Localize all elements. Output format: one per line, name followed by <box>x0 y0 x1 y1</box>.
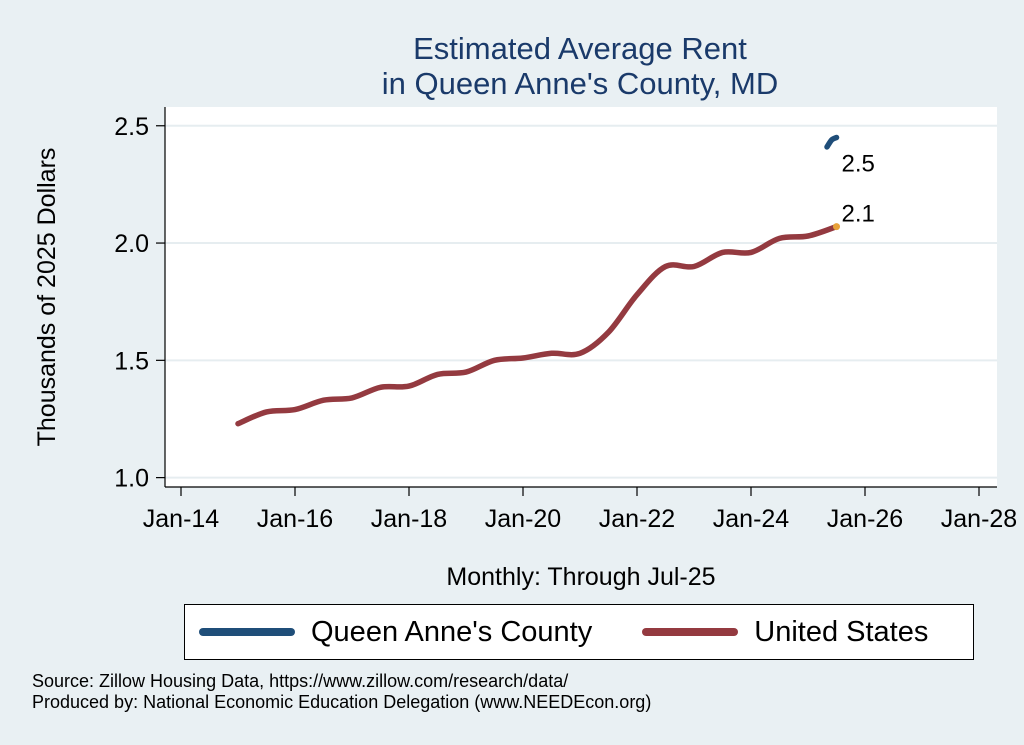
chart: Estimated Average Rent in Queen Anne's C… <box>33 31 1017 591</box>
plot-area <box>165 107 997 487</box>
x-tick-label: Jan-16 <box>257 505 333 533</box>
x-tick-label: Jan-18 <box>371 505 447 533</box>
chart-title-line-2: in Queen Anne's County, MD <box>382 66 779 101</box>
y-tick-label: 1.5 <box>114 347 149 375</box>
gridlines <box>165 124 997 479</box>
y-tick-label: 2.0 <box>114 230 149 258</box>
y-axis-label: Thousands of 2025 Dollars <box>33 148 61 447</box>
legend-label-united-states: United States <box>754 615 929 648</box>
source-line: Source: Zillow Housing Data, https://www… <box>32 671 569 691</box>
x-tick-label: Jan-22 <box>599 505 675 533</box>
end-label-united-states: 2.1 <box>842 201 875 228</box>
end-label-queen-annes: 2.5 <box>842 150 875 177</box>
series-line-united-states <box>235 223 840 427</box>
legend-swatch-queen-annes <box>199 628 295 636</box>
x-tick-label: Jan-20 <box>485 505 561 533</box>
x-axis-label: Monthly: Through Jul-25 <box>446 563 715 591</box>
legend: Queen Anne's County United States <box>184 604 974 660</box>
x-tick-label: Jan-24 <box>713 505 790 533</box>
x-tick-label: Jan-14 <box>143 505 220 533</box>
y-tick-label: 2.5 <box>114 113 149 141</box>
chart-title-line-1: Estimated Average Rent <box>413 31 747 66</box>
x-tick-label: Jan-28 <box>941 505 1017 533</box>
x-tick-label: Jan-26 <box>827 505 903 533</box>
source-note: Source: Zillow Housing Data, https://www… <box>32 671 651 713</box>
series-layer: 2.5 2.1 <box>235 134 875 427</box>
legend-label-queen-annes: Queen Anne's County <box>311 615 593 648</box>
y-axis-ticks: 1.0 1.5 2.0 2.5 <box>114 113 165 493</box>
legend-item-united-states: United States <box>642 616 928 649</box>
legend-swatch-united-states <box>642 628 739 636</box>
endpoint-marker-united-states <box>833 223 840 231</box>
x-axis-ticks: Jan-14 Jan-16 Jan-18 Jan-20 Jan-22 Jan-24 Jan-… <box>143 487 1017 533</box>
series-line-queen-annes <box>824 134 840 150</box>
producer-line: Produced by: National Economic Education… <box>32 692 652 712</box>
legend-item-queen-annes: Queen Anne's County <box>199 616 592 649</box>
y-tick-label: 1.0 <box>114 465 149 493</box>
